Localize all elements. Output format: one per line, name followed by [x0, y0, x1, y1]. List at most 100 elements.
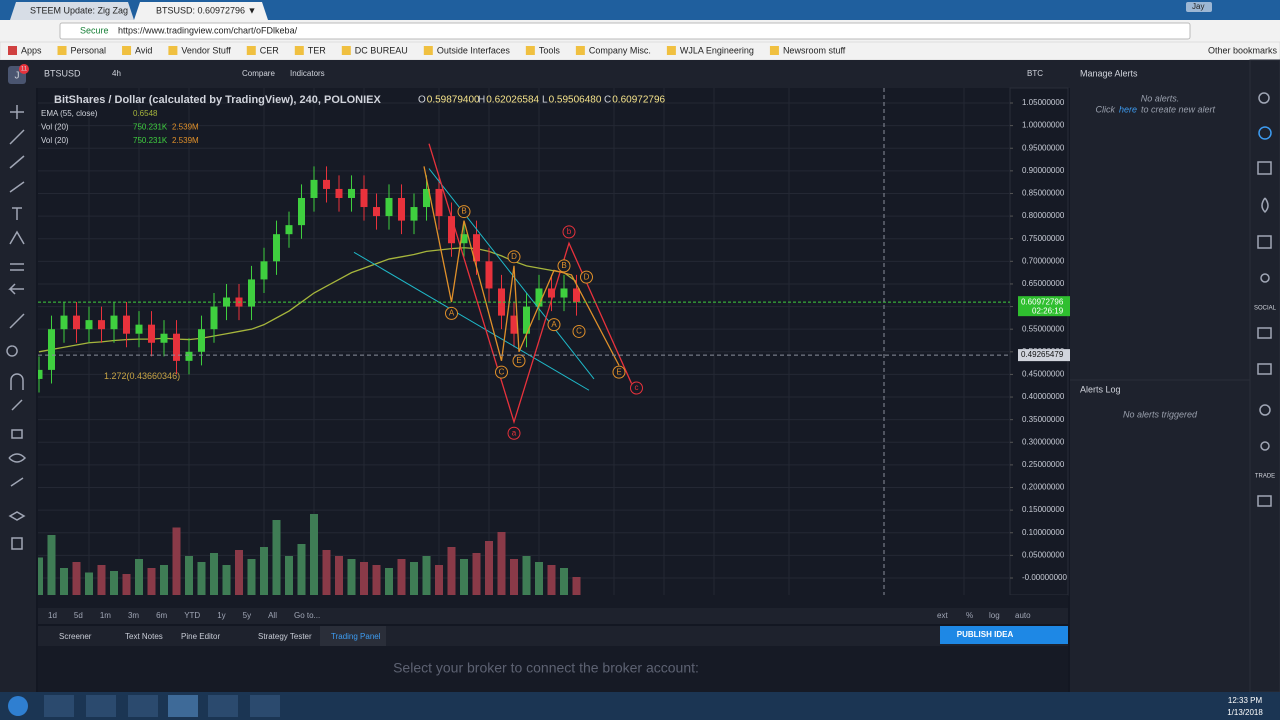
y-tick-label: 0.10000000	[1022, 528, 1065, 537]
volume-bar	[135, 559, 143, 595]
bookmark[interactable]: Outside Interfaces	[437, 45, 511, 55]
candle-body	[248, 279, 255, 307]
currency[interactable]: BTC	[1027, 69, 1043, 78]
no-alerts: No alerts.	[1141, 93, 1180, 103]
other-bookmarks[interactable]: Other bookmarks	[1208, 45, 1278, 55]
range-button[interactable]: 6m	[156, 611, 167, 620]
volume-bar	[97, 565, 106, 595]
candle-body	[98, 320, 105, 330]
range-button[interactable]: 1y	[217, 611, 225, 620]
tool-icons[interactable]	[6, 105, 27, 550]
bookmark-icon	[122, 46, 132, 55]
volume-bar	[47, 535, 56, 595]
candle-body	[498, 288, 505, 316]
volume-bar	[460, 559, 468, 595]
bookmark[interactable]: CER	[260, 45, 280, 55]
bookmark[interactable]: Tools	[539, 45, 561, 55]
wave-label-circle	[562, 225, 576, 239]
y-tick-label: 1.00000000	[1022, 121, 1065, 130]
volume-bar	[410, 562, 418, 595]
start-button[interactable]	[8, 696, 28, 716]
volume-bar	[422, 556, 431, 595]
alert-link[interactable]: here	[1119, 104, 1137, 114]
tab[interactable]	[10, 2, 134, 20]
volume-bar	[360, 562, 368, 595]
candle-body	[260, 261, 268, 280]
symbol[interactable]: BTSUSD	[44, 68, 81, 78]
taskbar-apps[interactable]	[44, 695, 280, 717]
indicator-name: Vol (20)	[41, 123, 69, 132]
axis-option[interactable]: log	[989, 611, 1000, 620]
candle-body	[85, 320, 93, 330]
bookmark-icon	[294, 46, 304, 55]
omnibox[interactable]	[59, 22, 1191, 40]
candle-body	[485, 261, 493, 289]
right-icons[interactable]	[1257, 92, 1272, 507]
bottom-tab[interactable]: Pine Editor	[181, 632, 220, 641]
axis-option[interactable]: auto	[1015, 611, 1031, 620]
candle-body	[523, 306, 530, 334]
indicator-value: 0.6548	[133, 109, 158, 118]
y-tick-label: 0.90000000	[1022, 166, 1065, 175]
bookmark-icon	[666, 46, 676, 55]
range-button[interactable]: 3m	[128, 611, 139, 620]
y-tick-label: 0.15000000	[1022, 505, 1065, 514]
bookmark[interactable]: Avid	[135, 45, 152, 55]
volume-bar	[322, 550, 331, 595]
wave-label: E	[616, 367, 621, 376]
bookmark[interactable]: Vendor Stuff	[181, 45, 231, 55]
bookmark[interactable]: DC BUREAU	[355, 45, 408, 55]
range-button[interactable]: Go to...	[294, 611, 320, 620]
axis-option[interactable]: ext	[937, 611, 948, 620]
range-button[interactable]: 5d	[74, 611, 83, 620]
wave-label: C	[499, 367, 505, 376]
candle-body	[73, 315, 80, 330]
bookmark[interactable]: Company Misc.	[589, 45, 651, 55]
candle-body	[310, 179, 318, 198]
plot: a b c A B C D E A B C D E 1.272(0.43660346)	[38, 88, 1010, 595]
publish-button[interactable]	[940, 626, 1068, 644]
range-button[interactable]: YTD	[184, 611, 200, 620]
wave-label: a	[512, 428, 517, 437]
y-tick-label: 0.75000000	[1022, 234, 1065, 243]
volume-bar	[172, 527, 181, 595]
wave-label: D	[511, 252, 517, 261]
wave-label-circle	[507, 426, 521, 440]
bookmark[interactable]: Apps	[21, 45, 42, 55]
bookmark-icon	[57, 46, 67, 55]
trend-line	[353, 251, 590, 391]
bottom-tab[interactable]: Text Notes	[125, 632, 163, 641]
volume-bar	[385, 568, 393, 595]
compare-button[interactable]: Compare	[242, 69, 275, 78]
interval[interactable]: 4h	[112, 69, 121, 78]
range-button[interactable]: 5y	[243, 611, 251, 620]
wave-label: A	[449, 308, 455, 317]
range-button[interactable]: 1m	[100, 611, 111, 620]
range-button[interactable]: 1d	[48, 611, 57, 620]
publish-label: PUBLISH IDEA	[957, 630, 1014, 639]
volume-bar	[472, 553, 481, 595]
bookmark[interactable]: Personal	[71, 45, 107, 55]
volume-bar	[222, 565, 231, 595]
bottom-tab[interactable]: Strategy Tester	[258, 632, 312, 641]
bottom-tab[interactable]: Screener	[59, 632, 92, 641]
wave-label-circle	[580, 270, 593, 284]
bookmark[interactable]: TER	[308, 45, 327, 55]
bookmark[interactable]: WJLA Engineering	[680, 45, 754, 55]
candle-body	[38, 369, 43, 379]
bookmark-icon	[246, 46, 256, 55]
bookmark-icon	[525, 46, 535, 55]
axis-option[interactable]: %	[966, 611, 973, 620]
indicator-name: EMA (55, close)	[41, 109, 98, 118]
candle-body	[60, 315, 68, 330]
wave-label: D	[584, 272, 590, 281]
ohlc-key: O	[418, 95, 426, 106]
bottom-tab[interactable]: Trading Panel	[331, 632, 381, 641]
bookmark[interactable]: Newsroom stuff	[783, 45, 846, 55]
y-tick-label: 0.95000000	[1022, 143, 1065, 152]
y-tick-label: 1.05000000	[1022, 98, 1065, 107]
indicators-button[interactable]: Indicators	[290, 69, 325, 78]
tab[interactable]	[134, 2, 268, 20]
range-button[interactable]: All	[268, 611, 277, 620]
user-button[interactable]	[1186, 2, 1212, 12]
